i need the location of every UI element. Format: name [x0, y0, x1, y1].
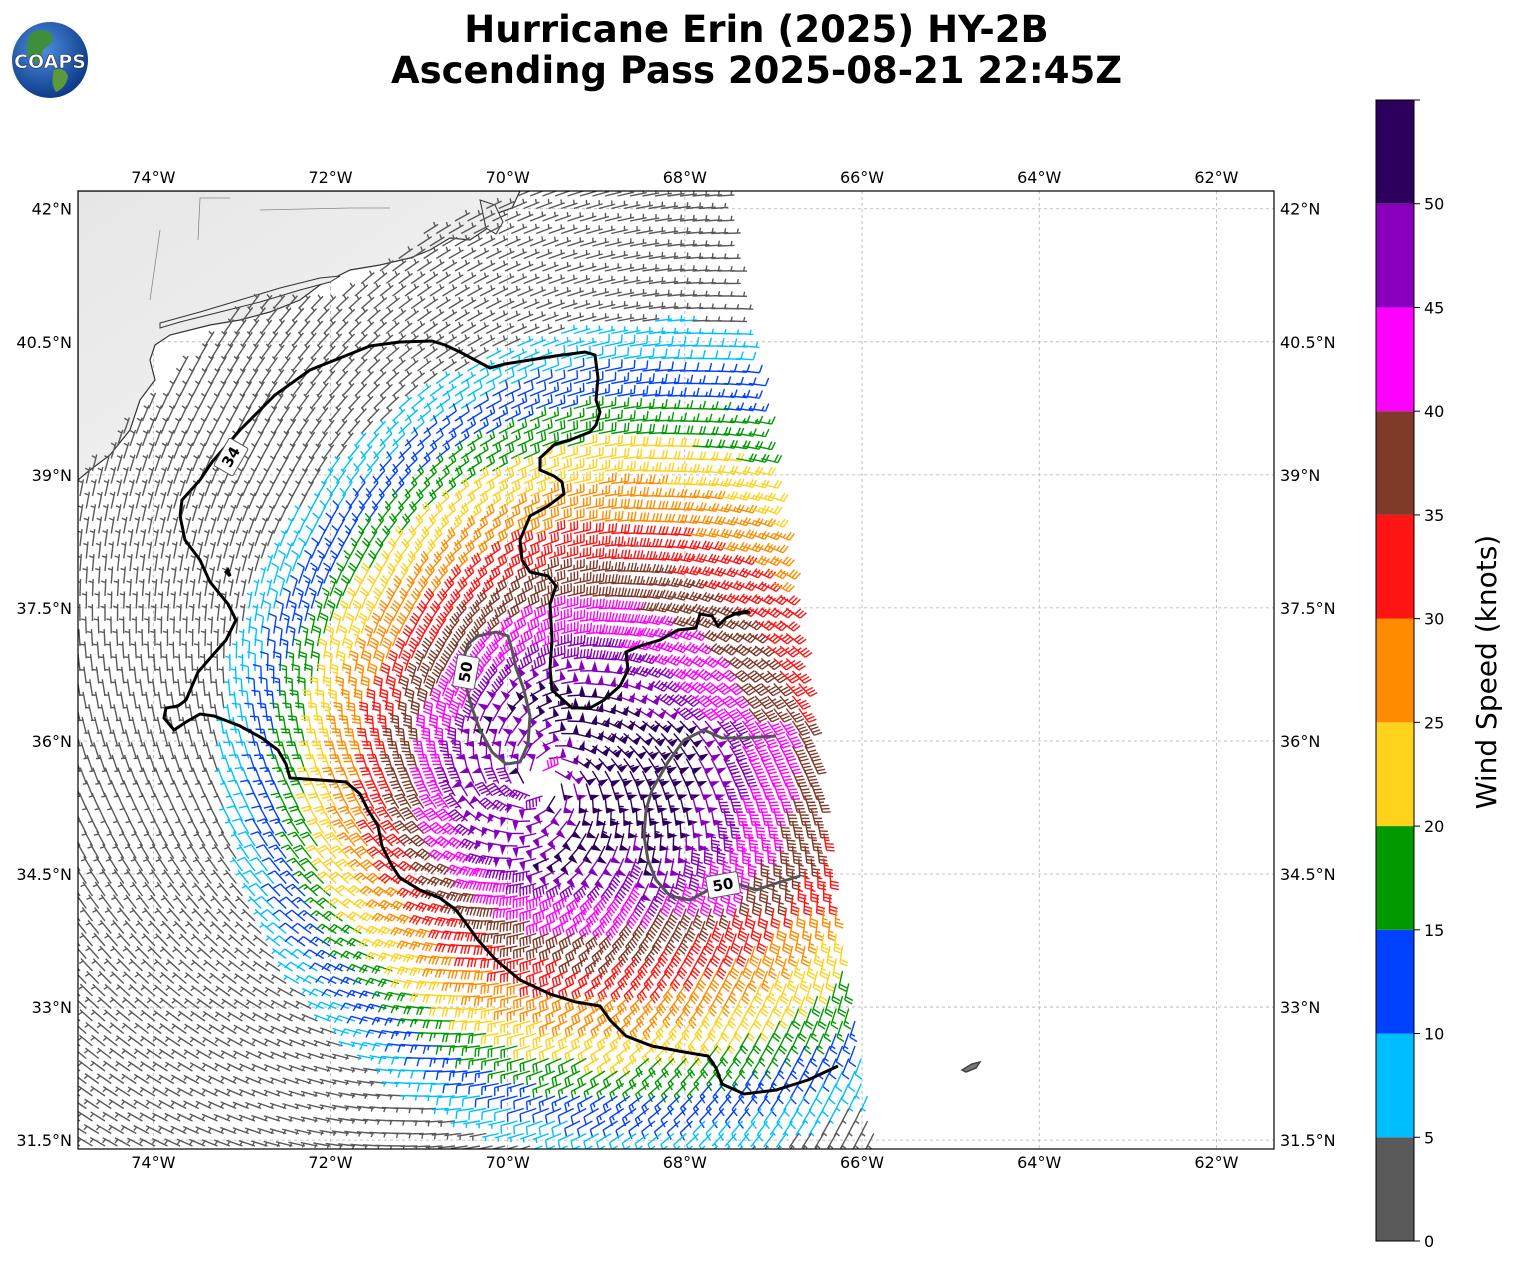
colorbar-bin [1376, 722, 1414, 827]
colorbar-tick-label: 50 [1424, 195, 1444, 214]
colorbar-tick-label: 5 [1424, 1128, 1434, 1147]
lat-tick-label-right: 33°N [1280, 998, 1320, 1017]
colorbar-tick-label: 20 [1424, 817, 1444, 836]
lon-tick-label-top: 74°W [131, 168, 175, 187]
lat-tick-label-right: 39°N [1280, 466, 1320, 485]
lat-tick-label-right: 36°N [1280, 732, 1320, 751]
colorbar-tick-label: 0 [1424, 1232, 1434, 1251]
colorbar-tick-label: 40 [1424, 402, 1444, 421]
lat-tick-label-left: 36°N [32, 732, 72, 751]
lat-tick-label-right: 31.5°N [1280, 1131, 1336, 1150]
colorbar-tick-label: 45 [1424, 298, 1444, 317]
lat-tick-label-right: 34.5°N [1280, 865, 1336, 884]
colorbar-bin [1376, 411, 1414, 515]
colorbar-tick-label: 35 [1424, 506, 1444, 525]
lat-tick-label-right: 40.5°N [1280, 333, 1336, 352]
colorbar-bin [1376, 618, 1414, 723]
colorbar-bin [1376, 307, 1414, 412]
lat-tick-label-left: 40.5°N [16, 333, 72, 352]
colorbar-bin [1376, 203, 1414, 308]
lat-tick-label-left: 33°N [32, 998, 72, 1017]
lon-tick-label-bottom: 74°W [131, 1153, 175, 1172]
colorbar-bin [1376, 929, 1414, 1034]
lat-tick-label-right: 42°N [1280, 200, 1320, 219]
lon-tick-label-bottom: 66°W [840, 1153, 884, 1172]
map-background [78, 191, 1274, 1149]
lat-tick-label-left: 31.5°N [16, 1131, 72, 1150]
lat-tick-label-left: 42°N [32, 200, 72, 219]
lon-tick-label-bottom: 68°W [663, 1153, 707, 1172]
colorbar-tick-label: 30 [1424, 610, 1444, 629]
colorbar: 0 5 10 15 20 25 30 35 40 45 50 [1375, 99, 1444, 1251]
colorbar-bin [1376, 514, 1414, 619]
lon-tick-label-top: 72°W [308, 168, 352, 187]
colorbar-bin [1376, 1033, 1414, 1138]
lon-tick-label-bottom: 72°W [308, 1153, 352, 1172]
colorbar-tick-label: 15 [1424, 921, 1444, 940]
wind-barb [78, 628, 81, 647]
lat-tick-label-left: 39°N [32, 466, 72, 485]
lon-tick-label-top: 70°W [486, 168, 530, 187]
colorbar-tick-label: 25 [1424, 713, 1444, 732]
lon-tick-label-top: 64°W [1017, 168, 1061, 187]
lon-tick-label-top: 62°W [1194, 168, 1238, 187]
colorbar-tick-label: 10 [1424, 1025, 1444, 1044]
colorbar-bin [1376, 1137, 1414, 1241]
lat-tick-label-left: 37.5°N [16, 599, 72, 618]
lat-tick-label-left: 34.5°N [16, 865, 72, 884]
lon-tick-label-top: 66°W [840, 168, 884, 187]
lon-tick-label-top: 68°W [663, 168, 707, 187]
lon-tick-label-bottom: 70°W [486, 1153, 530, 1172]
colorbar-label: Wind Speed (knots) [1470, 535, 1503, 809]
lat-tick-label-right: 37.5°N [1280, 599, 1336, 618]
colorbar-bin [1376, 826, 1414, 930]
colorbar-bin [1376, 100, 1414, 204]
lon-tick-label-bottom: 62°W [1194, 1153, 1238, 1172]
lon-tick-label-bottom: 64°W [1017, 1153, 1061, 1172]
